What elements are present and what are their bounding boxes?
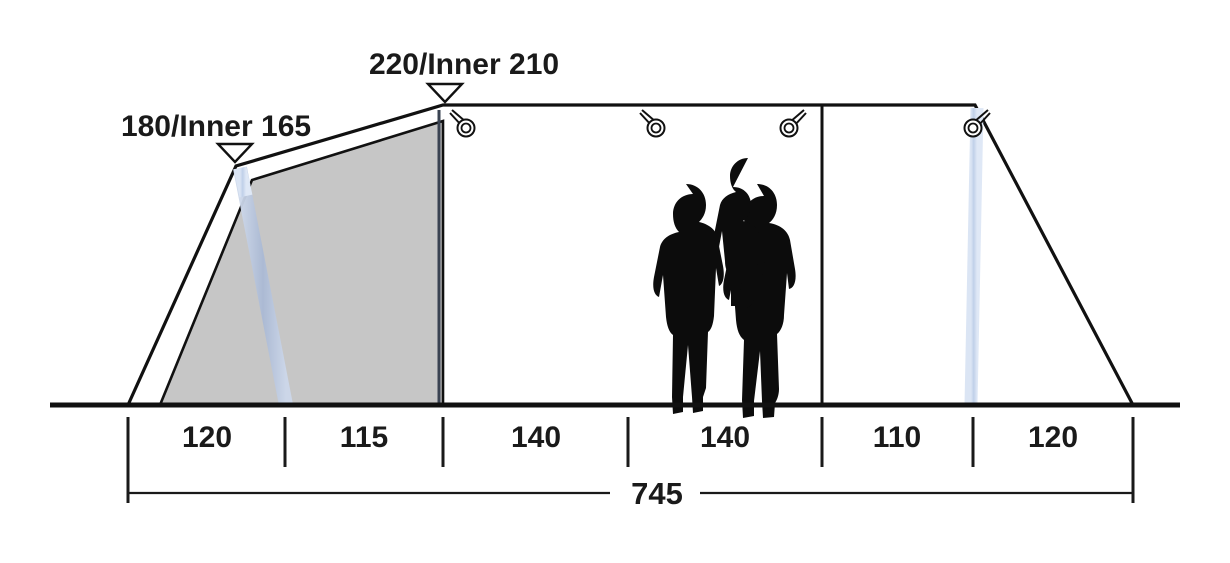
total-dimension-label: 745 [631,476,683,511]
segment-label: 115 [340,421,388,454]
person-silhouette-icon [714,158,796,418]
segment-label: 120 [1028,421,1078,454]
segment-label: 120 [182,421,232,454]
segment-dimension-ticks [126,417,1135,467]
segment-label: 140 [511,421,561,454]
pole-rear [964,107,984,406]
height-label-ridge: 220/Inner 210 [369,48,559,81]
person-silhouette-icon [653,184,724,414]
segment-label: 110 [873,421,921,454]
triangle-marker-icon [425,82,465,104]
eyelet-icon [779,109,807,138]
pole-front-porch [233,166,293,407]
pole-front-apex [233,166,253,198]
triangle-marker-icon [215,142,255,164]
total-dimension-line [126,467,1135,503]
eyelet-icon [639,109,666,138]
segment-label: 140 [700,421,750,454]
eyelet-icon [963,109,991,138]
eyelet-icon [449,109,476,138]
height-label-front: 180/Inner 165 [121,110,311,143]
